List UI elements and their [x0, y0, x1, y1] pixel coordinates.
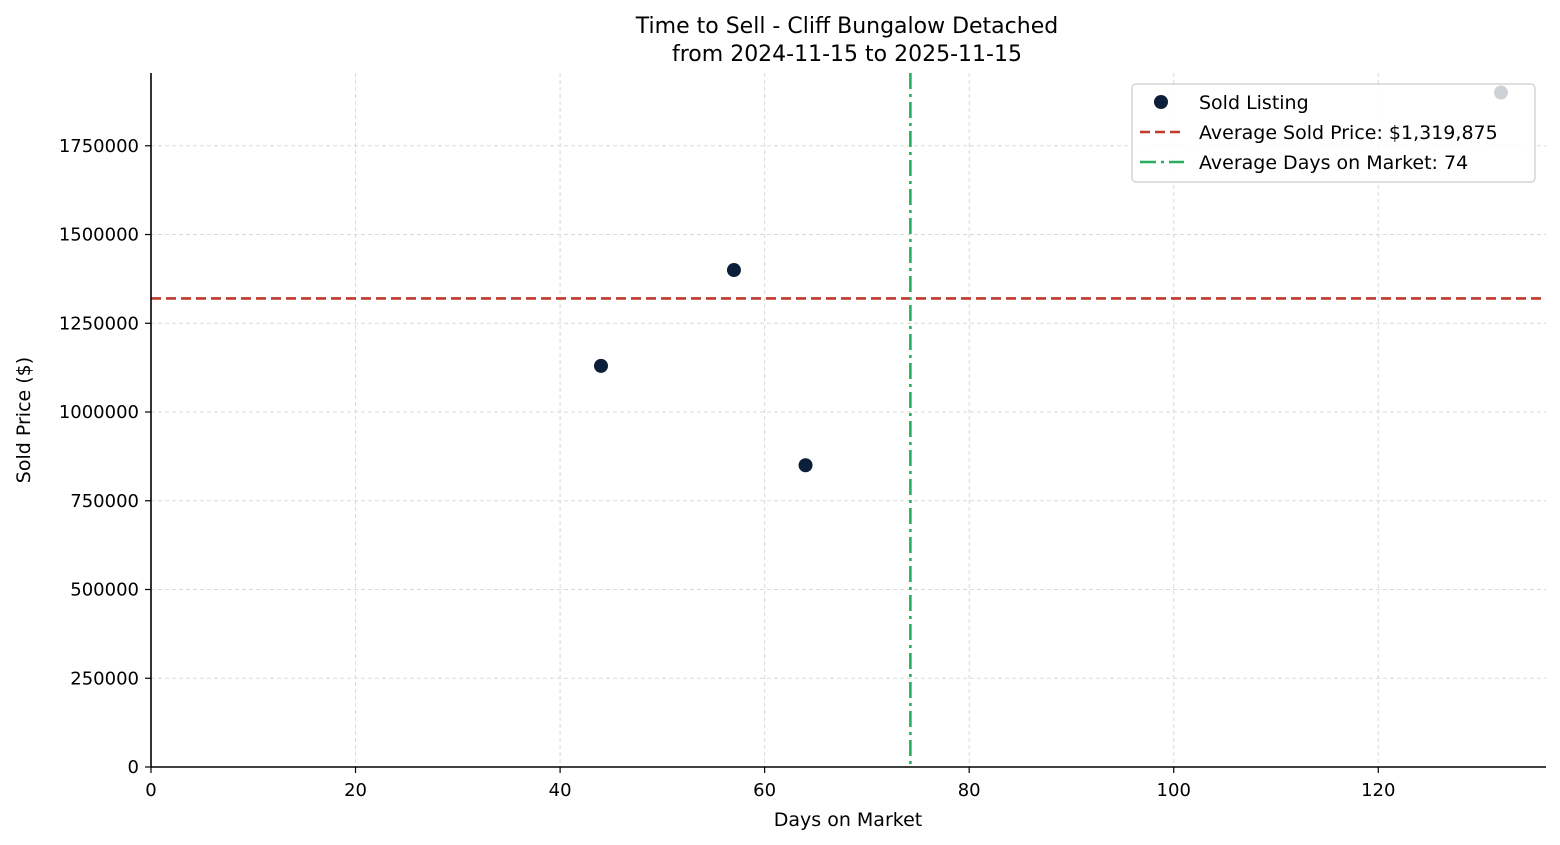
tick-labels: 0 20 40 60 80 100 120 0 250000 500000 750000 100000… — [59, 136, 1396, 801]
legend-entry: Average Sold Price: $1,319,875 — [1140, 122, 1498, 144]
legend-marker — [1154, 95, 1168, 109]
x-tick-label: 60 — [753, 780, 776, 801]
x-tick-label: 20 — [344, 780, 367, 801]
y-tick-label: 1250000 — [59, 313, 139, 334]
y-tick-label: 1750000 — [59, 136, 139, 157]
y-tick-label: 500000 — [70, 580, 139, 601]
legend-box — [1131, 83, 1536, 183]
x-axis-label: Days on Market — [774, 809, 922, 831]
y-tick-label: 1500000 — [59, 225, 139, 246]
axes — [150, 73, 1546, 768]
chart-title: Time to Sell - Cliff Bungalow Detached — [635, 14, 1058, 39]
chart-subtitle: from 2024-11-15 to 2025-11-15 — [672, 42, 1022, 67]
y-tick-label: 0 — [128, 757, 139, 778]
legend-label: Average Sold Price: $1,319,875 — [1199, 122, 1498, 144]
y-tick-label: 1000000 — [59, 402, 139, 423]
legend-entry: Average Days on Market: 74 — [1140, 152, 1468, 174]
x-tick-label: 40 — [549, 780, 572, 801]
x-tick-label: 80 — [958, 780, 981, 801]
legend: Sold Listing Average Sold Price: $1,319,8… — [1131, 83, 1536, 183]
y-axis-label: Sold Price ($) — [13, 357, 35, 483]
legend-entry: Sold Listing — [1154, 92, 1309, 114]
legend-label: Average Days on Market: 74 — [1199, 152, 1468, 174]
y-tick-label: 250000 — [70, 668, 139, 689]
y-tick-label: 750000 — [70, 491, 139, 512]
legend-label: Sold Listing — [1199, 92, 1309, 114]
reference-lines — [151, 73, 1546, 767]
sold-listing-point — [594, 358, 608, 373]
x-tick-label: 100 — [1157, 780, 1191, 801]
sold-listing-point — [726, 263, 741, 278]
x-tick-label: 0 — [145, 780, 156, 801]
sold-listing-point — [798, 458, 813, 473]
x-tick-label: 120 — [1361, 780, 1395, 801]
